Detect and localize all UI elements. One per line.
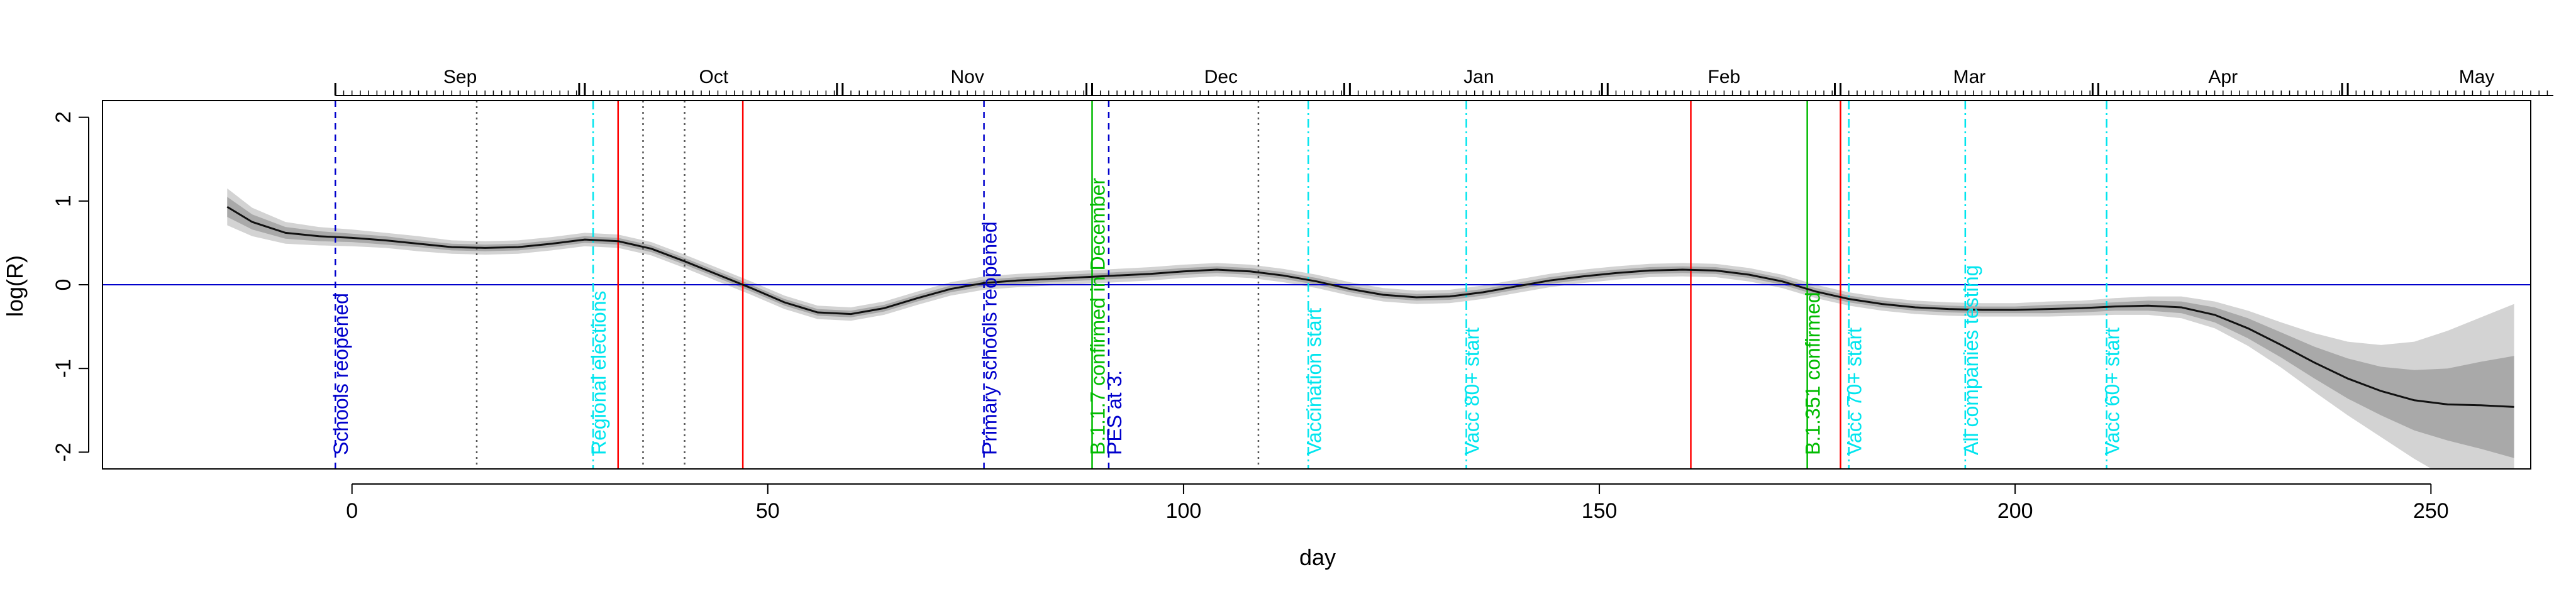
event-label: All companies testing [1960, 265, 1982, 455]
month-label: Sep [443, 67, 477, 87]
event-label: Primary schools reopened [979, 221, 1001, 455]
y-tick-label: 2 [52, 111, 75, 123]
event-label: B.1.351 confirmed [1802, 292, 1824, 455]
month-label: Oct [699, 67, 729, 87]
month-label: Nov [950, 67, 984, 87]
outer-confidence-band [227, 188, 2514, 469]
month-label: Feb [1708, 67, 1741, 87]
x-axis-label: day [1299, 544, 1336, 570]
x-tick-label: 50 [756, 499, 780, 523]
month-label: Dec [1204, 67, 1238, 87]
event-label: B.1.1.7 confirmed in December [1087, 178, 1109, 455]
x-tick-label: 200 [1997, 499, 2033, 523]
x-tick-label: 250 [2413, 499, 2449, 523]
event-label: Schools reopened [330, 293, 352, 455]
event-label: Regional elections [587, 291, 610, 456]
month-label: Apr [2208, 67, 2238, 87]
event-label: Vacc 70+ start [1843, 327, 1866, 455]
plot-frame [102, 100, 2531, 470]
event-label: PES at 3. [1103, 370, 1126, 455]
x-tick-label: 100 [1166, 499, 1202, 523]
outer-confidence-band-layer [227, 188, 2514, 469]
series-layer [226, 206, 2514, 408]
event-label: Vacc 80+ start [1461, 327, 1484, 455]
y-axis-label: log(R) [2, 255, 28, 317]
event-label: Vacc 60+ start [2101, 327, 2124, 455]
y-tick-label: 1 [52, 195, 75, 207]
event-label: Vaccination start [1302, 308, 1325, 455]
month-label: Jan [1463, 67, 1494, 87]
month-label: Mar [1953, 67, 1986, 87]
x-tick-label: 150 [1582, 499, 1618, 523]
event-labels-layer: Schools reopened Regional elections Primar… [330, 178, 2123, 455]
axes-layer: 0 50 100 150 200 250 -2 -1 0 1 2 Sep Oct Nov Dec Jan Feb… [52, 67, 2553, 523]
x-tick-label: 0 [346, 499, 358, 523]
y-tick-label: 0 [52, 279, 75, 291]
y-tick-label: -2 [52, 443, 75, 461]
month-label: May [2459, 67, 2495, 87]
log-r-estimate-line [226, 206, 2514, 408]
y-tick-label: -1 [52, 359, 75, 378]
